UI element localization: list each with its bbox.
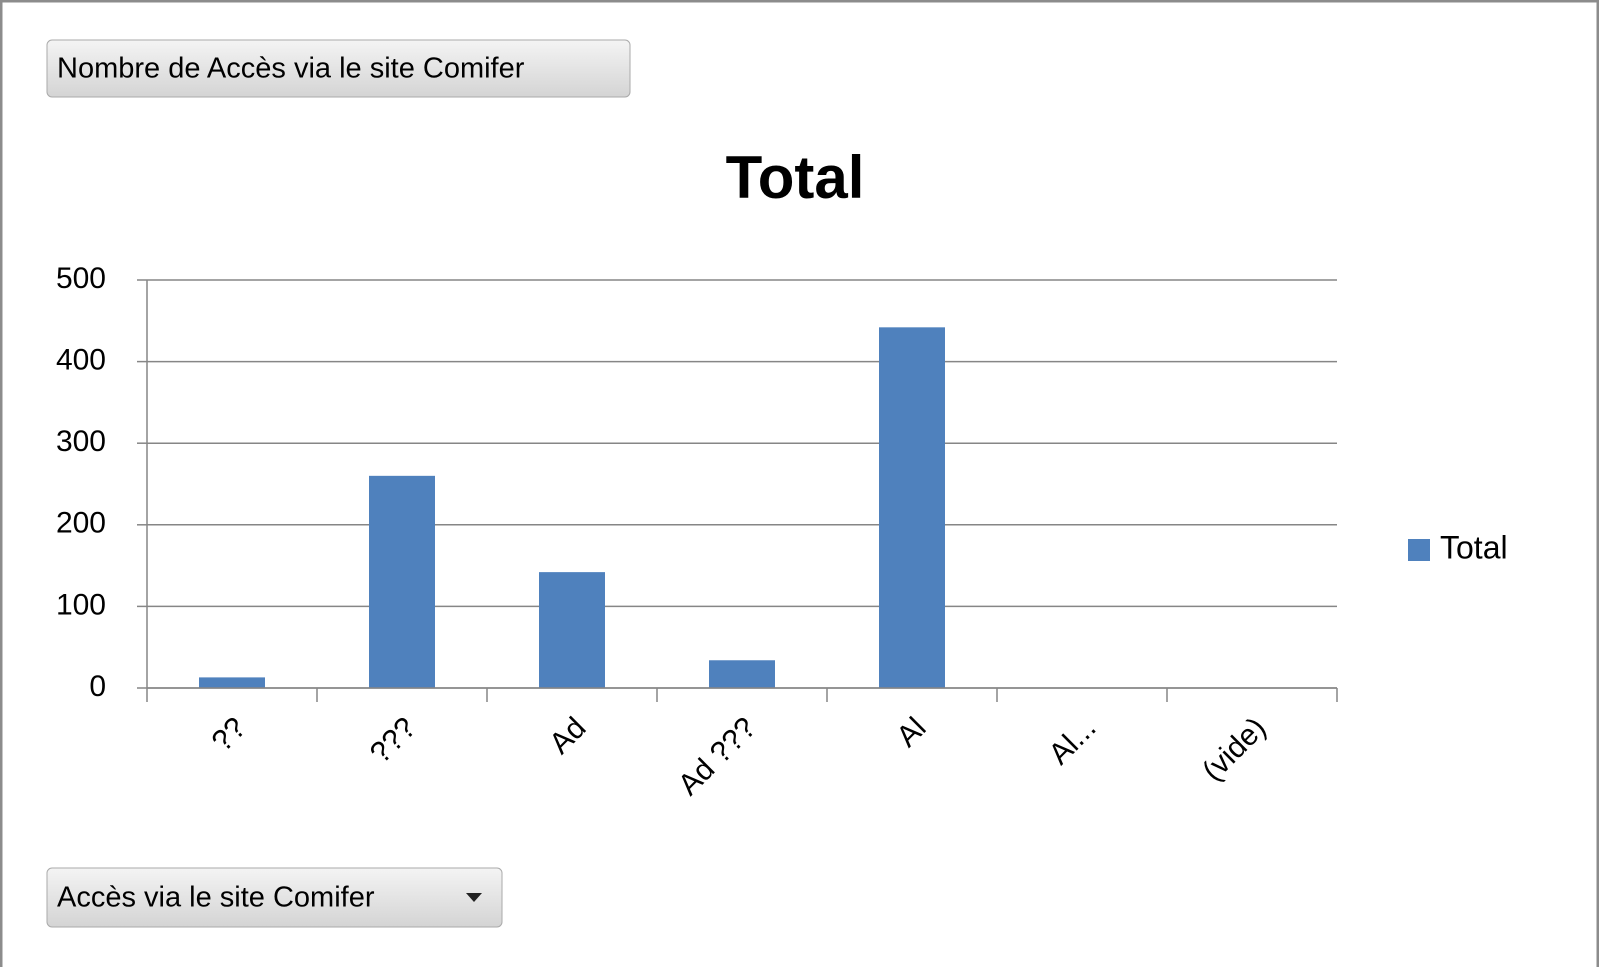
y-tick-label: 400	[56, 344, 106, 377]
y-tick-label: 300	[56, 425, 106, 458]
bar	[709, 660, 775, 688]
bar	[879, 327, 945, 688]
value-field-label: Nombre de Accès via le site Comifer	[57, 53, 525, 85]
bar	[369, 475, 435, 688]
legend-swatch	[1408, 539, 1430, 561]
axis-field-button[interactable]	[46, 867, 503, 928]
legend-label: Total	[1440, 529, 1508, 565]
y-tick-label: 100	[56, 588, 106, 621]
y-tick-label: 200	[56, 507, 106, 540]
y-tick-label: 500	[56, 262, 106, 295]
bar	[539, 572, 605, 688]
bar	[199, 677, 265, 688]
chart-title: Total	[726, 144, 865, 211]
y-tick-label: 0	[89, 670, 106, 703]
axis-field-label: Accès via le site Comifer	[57, 882, 375, 914]
dropdown-arrow	[466, 893, 482, 902]
value-field-button[interactable]	[46, 39, 631, 98]
